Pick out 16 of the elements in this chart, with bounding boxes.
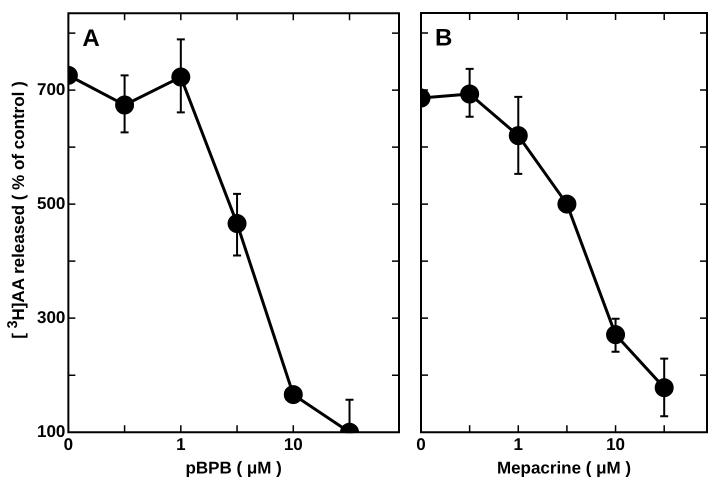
y-tick-label: 100 bbox=[36, 422, 66, 441]
x-tick-label: 1 bbox=[176, 435, 186, 454]
y-tick-label: 500 bbox=[36, 194, 66, 213]
x-tick-label: 0 bbox=[416, 435, 426, 454]
x-tick-label: 10 bbox=[284, 435, 303, 454]
y-tick-label: 700 bbox=[36, 80, 66, 99]
point bbox=[557, 194, 576, 214]
x-tick-label: 10 bbox=[606, 435, 626, 454]
annotation: A bbox=[82, 24, 100, 52]
x-tick-label: 0 bbox=[64, 435, 74, 454]
x-axis-title: pBPB ( μM ) bbox=[186, 458, 282, 478]
y-tick-label: 300 bbox=[36, 308, 66, 327]
x-tick-label: 1 bbox=[514, 435, 524, 454]
annotation: B bbox=[435, 24, 452, 52]
x-axis-title: Mepacrine ( μM ) bbox=[496, 458, 632, 478]
point bbox=[284, 385, 303, 404]
